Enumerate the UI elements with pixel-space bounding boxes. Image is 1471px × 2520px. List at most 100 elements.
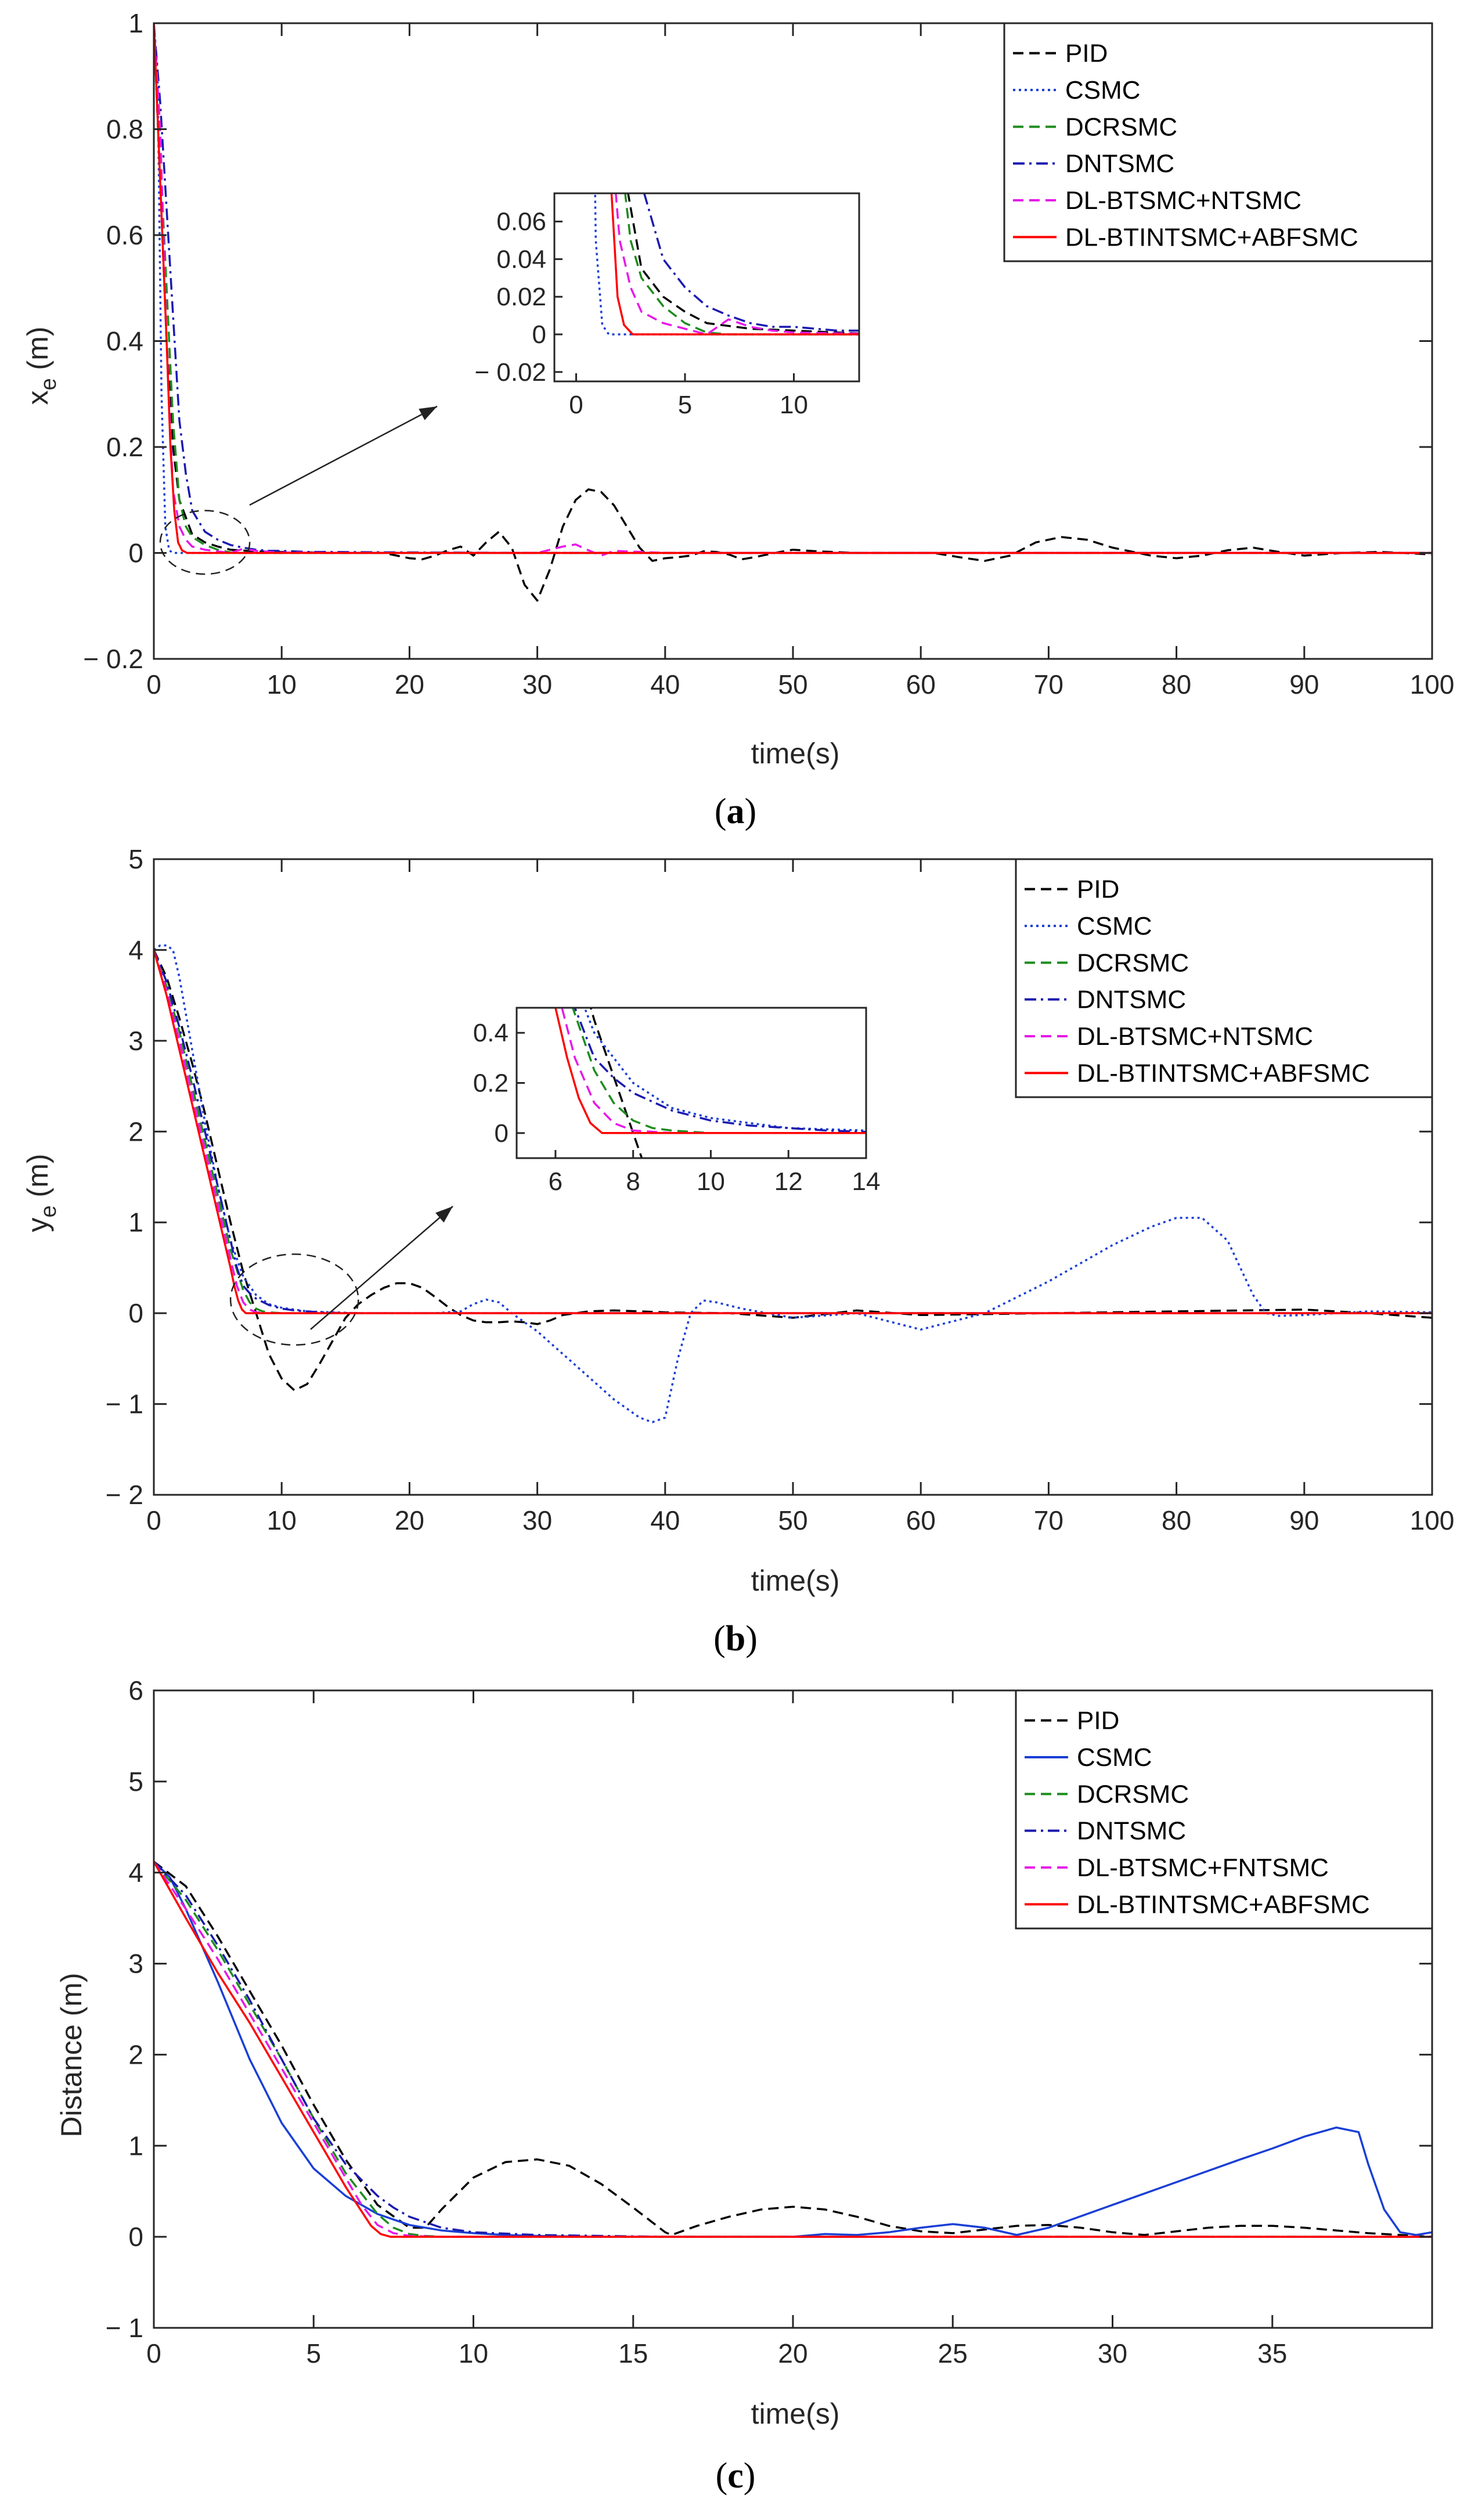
panel-a-xtick-label: 60 (906, 669, 936, 700)
panel-b-xtick-label: 80 (1162, 1505, 1191, 1535)
panel-b-inset-xtick-label: 10 (697, 1167, 725, 1196)
panel-a-xtick-label: 80 (1162, 669, 1191, 700)
panel-c-ytick-label: 4 (128, 1858, 143, 1888)
panel-b-inset-series (554, 1008, 866, 1158)
panel-c-legend-label-dl-btsmc-fntsmc: DL-BTSMC+FNTSMC (1077, 1854, 1329, 1882)
panel-a-xtick-label: 50 (778, 669, 807, 700)
panel-b-series-pid (154, 949, 1432, 1391)
panel-b-ytick-label: 3 (128, 1026, 143, 1056)
panel-b-legend-label-dl-btintsmc-abfsmc: DL-BTINTSMC+ABFSMC (1077, 1059, 1370, 1087)
panel-a-xtick-label: 10 (267, 669, 297, 700)
panel-a-inset-xtick-label: 10 (780, 391, 808, 419)
panel-b-ytick-label: 1 (128, 1207, 143, 1238)
panel-c-caption-letter: c (727, 2456, 744, 2496)
panel-b-ytick-label: − 1 (106, 1389, 143, 1419)
panel-c-ytick-label: 6 (128, 1675, 143, 1706)
panel-c-caption: (c) (716, 2456, 756, 2496)
panel-a-series-csmc (154, 23, 1432, 554)
panel-b-caption-close: ) (745, 1619, 758, 1659)
panel-b-xtick-label: 0 (146, 1505, 161, 1535)
panel-c-legend: PID CSMC DCRSMC DNTSMC DL-BTSMC+FNTSMC DL-BTI… (1015, 1689, 1433, 1930)
panel-b-ylabel-main: y (21, 1217, 54, 1232)
panel-b-inset-ytick-label: 0.2 (473, 1069, 509, 1098)
panel-a-inset-background (554, 193, 859, 381)
panel-c-series-group (154, 1861, 1432, 2238)
panel-b-xtick-label: 70 (1034, 1505, 1063, 1535)
panel-a-xtick-label: 100 (1410, 669, 1455, 700)
panel-c-legend-label-pid: PID (1077, 1707, 1119, 1735)
panel-b-ytick-label: 4 (128, 935, 143, 965)
panel-a-ytick-label: 0 (128, 538, 143, 568)
panel-a-caption: (a) (715, 792, 756, 831)
panel-a-ylabel-unit: (m) (21, 327, 54, 378)
panel-c-ytick-label: 2 (128, 2039, 143, 2070)
panel-a-zoom-indicator (159, 405, 438, 575)
panel-a-inset-series (594, 193, 859, 336)
panel-b-ylabel-sub: e (37, 1205, 61, 1217)
panel-c-ytick-label: 5 (128, 1766, 143, 1797)
panel-a-inset-ytick-label: 0.02 (496, 283, 546, 311)
panel-c-xtick-label: 15 (618, 2338, 648, 2368)
panel-c-ytick-label: − 1 (106, 2313, 143, 2343)
panel-a-ylabel-sub: e (37, 378, 61, 390)
panel-c-xtick-label: 0 (146, 2338, 161, 2368)
panel-b-xtick-label: 10 (267, 1505, 297, 1535)
panel-b-inset-xtick-label: 12 (774, 1167, 803, 1196)
panel-b-legend-box (1015, 858, 1433, 1098)
panel-b-inset-xtick-label: 14 (852, 1167, 881, 1196)
panel-a-zoom-ellipse (159, 510, 251, 575)
panel-a-series-group (154, 23, 1432, 602)
panel-c-ytick-label: 0 (128, 2222, 143, 2252)
panel-c-xtick-label: 10 (459, 2338, 488, 2368)
panel-b-xtick-label: 20 (395, 1505, 424, 1535)
panel-b-series-dl-btintsmc-abfsmc (154, 949, 1432, 1314)
panel-b-xtick-label: 90 (1289, 1505, 1319, 1535)
panel-b-inset-series-dl-btsmc-ntsmc (561, 1008, 866, 1134)
panel-c-xtick-label: 30 (1098, 2338, 1127, 2368)
panel-b-xtick-label: 100 (1410, 1505, 1455, 1535)
panel-a-inset-xtick-label: 5 (678, 391, 692, 419)
panel-c-xlabel: time(s) (751, 2398, 840, 2430)
panel-b-inset-background (517, 1008, 866, 1158)
panel-b-legend: PID CSMC DCRSMC DNTSMC DL-BTSMC+NTSMC DL-BTIN… (1015, 858, 1433, 1098)
panel-a-inset-series-dl-btintsmc-abfsmc (610, 193, 859, 336)
panel-b-legend-label-dcrsmc: DCRSMC (1077, 949, 1189, 977)
panel-c-xtick-label: 20 (778, 2338, 807, 2368)
panel-b-series-group (154, 944, 1432, 1423)
panel-c-legend-box (1015, 1689, 1433, 1930)
panel-a-axes: 0 10 20 30 40 50 60 70 80 90 100− 0.200.20.40.60.8… (83, 8, 1454, 700)
panel-a-series-dl-btintsmc-abfsmc (154, 23, 1432, 554)
panel-a-caption-close: ) (745, 792, 757, 831)
panel-c-series-csmc (154, 1861, 1432, 2238)
panel-b-xtick-label: 60 (906, 1505, 936, 1535)
panel-b-xtick-label: 30 (522, 1505, 552, 1535)
panel-b-inset-series-dl-btintsmc-abfsmc (554, 1008, 866, 1134)
panel-b-inset-xtick-label: 6 (549, 1167, 563, 1196)
panel-a-caption-open: ( (715, 792, 727, 831)
panel-b-inset-series-dntsmc (574, 1008, 866, 1133)
panel-b-series-csmc (154, 944, 1432, 1423)
panel-b-ylabel-unit: (m) (21, 1154, 54, 1206)
panel-b-inset: 6 8 10 12 14 0 0.2 0.4 (473, 1007, 881, 1196)
panel-a-xtick-label: 40 (650, 669, 680, 700)
panel-b-inset-ytick-label: 0 (495, 1119, 509, 1148)
panel-a-ylabel-main: x (21, 390, 54, 405)
panel-c-ylabel-main: Distance (m) (55, 1973, 88, 2137)
panel-b-zoom-indicator (229, 1206, 453, 1346)
panel-a-legend-label-dl-btsmc-ntsmc: DL-BTSMC+NTSMC (1065, 186, 1301, 215)
panel-a-legend-box (1003, 22, 1433, 262)
panel-a-xtick-label: 90 (1289, 669, 1319, 700)
panel-c-ylabel: Distance (m) (55, 1973, 88, 2137)
panel-b-zoom-arrow-head (435, 1206, 453, 1223)
panel-c-xtick-label: 35 (1257, 2338, 1287, 2368)
panel-b-caption: (b) (713, 1619, 758, 1659)
panel-a-legend: PID CSMC DCRSMC DNTSMC DL-BTSMC+NTSMC DL-BTIN… (1003, 22, 1433, 262)
panel-b-zoom-ellipse (229, 1253, 359, 1346)
panel-a-zoom-arrow-line (249, 405, 438, 506)
panel-b-ytick-label: 0 (128, 1298, 143, 1328)
panel-a-legend-label-pid: PID (1065, 39, 1108, 68)
panel-c-legend-label-csmc: CSMC (1077, 1743, 1152, 1772)
